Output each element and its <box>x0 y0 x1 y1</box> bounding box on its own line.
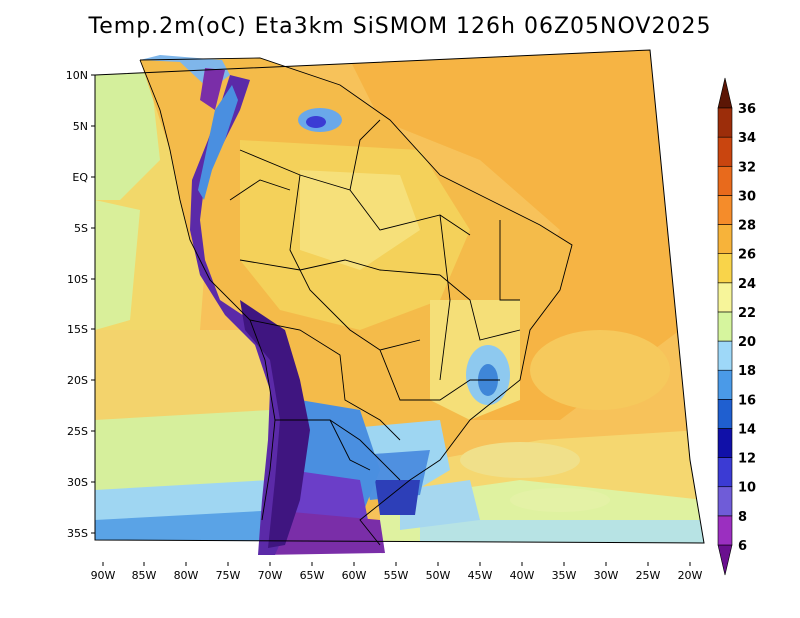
colorbar-segment <box>717 399 733 429</box>
colorbar-label: 26 <box>738 248 756 263</box>
colorbar-label: 24 <box>738 277 756 292</box>
colorbar-segment <box>717 311 733 342</box>
colorbar: 6 8 10 12 14 16 18 20 22 24 26 28 30 32 34 36 <box>717 77 756 576</box>
longitude-axis: 90W 85W 80W 75W 70W 65W 60W 55W 50W 45W … <box>91 562 703 582</box>
lat-label: 10S <box>67 273 88 286</box>
colorbar-segment <box>717 282 733 313</box>
lat-label: 35S <box>67 527 88 540</box>
colorbar-label: 34 <box>738 131 756 146</box>
colorbar-label: 8 <box>738 510 747 525</box>
lat-label: 5S <box>74 222 88 235</box>
colorbar-label: 18 <box>738 364 756 379</box>
lon-label: 80W <box>174 569 199 582</box>
colorbar-segment <box>717 340 733 371</box>
colorbar-segment <box>717 515 733 546</box>
colorbar-label: 16 <box>738 393 756 408</box>
lon-label: 55W <box>384 569 409 582</box>
lon-label: 25W <box>636 569 661 582</box>
colorbar-segment <box>717 428 733 458</box>
lat-label: 10N <box>66 69 88 82</box>
colorbar-label: 14 <box>738 422 756 437</box>
map-title: Temp.2m(oC) Eta3km SiSMOM 126h 06Z05NOV2… <box>88 14 712 39</box>
colorbar-segment <box>717 457 733 488</box>
colorbar-label: 28 <box>738 219 756 234</box>
lat-label: 25S <box>67 425 88 438</box>
lon-label: 85W <box>132 569 157 582</box>
lon-label: 30W <box>594 569 619 582</box>
colorbar-label: 20 <box>738 335 756 350</box>
colorbar-segment <box>717 253 733 284</box>
lon-label: 50W <box>426 569 451 582</box>
lat-label: EQ <box>72 171 88 184</box>
colorbar-label: 36 <box>738 102 756 117</box>
lon-label: 60W <box>342 569 367 582</box>
lat-label: 30S <box>67 476 88 489</box>
lon-label: 20W <box>678 569 703 582</box>
lon-label: 45W <box>468 569 493 582</box>
lon-label: 75W <box>216 569 241 582</box>
lon-label: 35W <box>552 569 577 582</box>
colorbar-segment <box>717 136 733 167</box>
south-america-landmass <box>140 55 572 555</box>
latitude-axis: 10N 5N EQ 5S 10S 15S 20S 25S 30S 35S <box>66 69 95 540</box>
colorbar-segment <box>717 107 733 138</box>
country-borders <box>139 57 573 546</box>
colorbar-segment <box>717 369 733 400</box>
colorbar-label: 10 <box>738 481 756 496</box>
lat-label: 5N <box>73 120 88 133</box>
lon-label: 40W <box>510 569 535 582</box>
colorbar-segment <box>717 165 733 196</box>
lat-label: 20S <box>67 374 88 387</box>
lon-label: 70W <box>258 569 283 582</box>
colorbar-arrow-bottom <box>717 544 733 576</box>
colorbar-label: 22 <box>738 306 756 321</box>
lon-label: 90W <box>91 569 116 582</box>
colorbar-segment <box>717 224 733 254</box>
colorbar-label: 12 <box>738 452 756 467</box>
colorbar-label: 30 <box>738 189 756 204</box>
lat-label: 15S <box>67 323 88 336</box>
colorbar-segment <box>717 195 733 225</box>
colorbar-segment <box>717 486 733 517</box>
colorbar-arrow-top <box>717 77 733 109</box>
colorbar-label: 32 <box>738 160 756 175</box>
lon-label: 65W <box>300 569 325 582</box>
colorbar-label: 6 <box>738 539 747 554</box>
map-frame <box>94 49 705 544</box>
